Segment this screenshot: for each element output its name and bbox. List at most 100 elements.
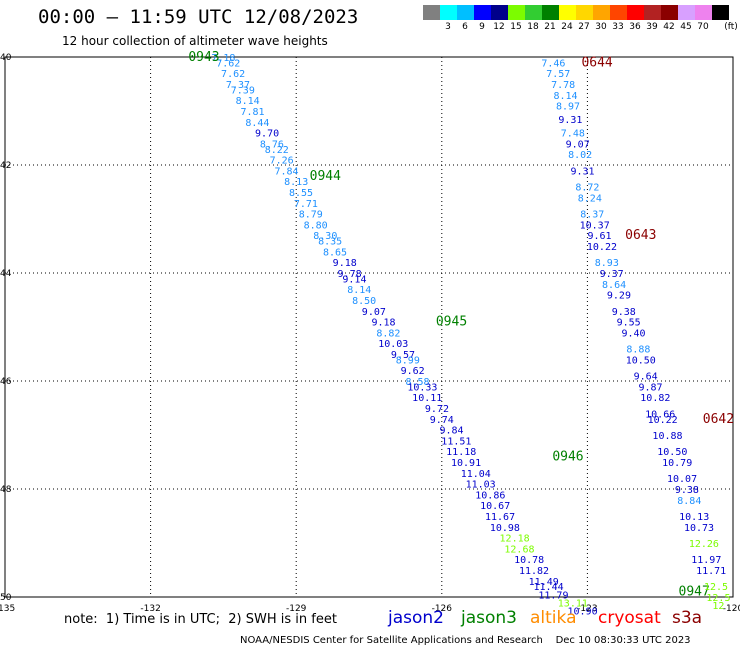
wave-height-value: 8.65	[323, 247, 347, 258]
colorbar-label: 42	[663, 22, 675, 32]
colorbar-label: 24	[561, 22, 573, 32]
wave-height-value: 10.88	[652, 431, 682, 442]
wave-height-value: 7.48	[561, 129, 585, 140]
satellite-jason3: jason3	[461, 608, 517, 628]
colorbar-swatch	[423, 5, 440, 20]
wave-height-value: 8.80	[304, 220, 328, 231]
x-tick-label: -135	[0, 604, 15, 614]
satellite-altika: altika	[530, 608, 577, 628]
colorbar-label: 9	[479, 22, 485, 32]
chart-subtitle: 12 hour collection of altimeter wave hei…	[62, 34, 328, 48]
wave-height-value: 10.11	[412, 393, 442, 404]
wave-height-value: 10.22	[648, 415, 678, 426]
wave-height-value: 12	[712, 601, 724, 612]
colorbar-swatch	[525, 5, 542, 20]
pass-time-label: 0943	[188, 50, 219, 65]
wave-height-value: 12.5	[704, 582, 728, 593]
wave-height-value: 10.50	[657, 447, 687, 458]
wave-height-value: 8.02	[568, 150, 592, 161]
wave-height-value: 9.87	[638, 382, 662, 393]
wave-height-value: 11.82	[519, 566, 549, 577]
wave-height-value: 11.51	[441, 436, 471, 447]
wave-height-value: 11.04	[461, 469, 491, 480]
colorbar-swatch	[627, 5, 644, 20]
wave-height-value: 11.18	[446, 447, 476, 458]
pass-time-label: 0644	[581, 55, 612, 70]
wave-height-value: 9.31	[558, 115, 582, 126]
colorbar-swatch	[661, 5, 678, 20]
colorbar-unit: (ft)	[724, 22, 738, 32]
pass-time-label: 0946	[552, 450, 583, 465]
wave-height-value: 8.13	[284, 177, 308, 188]
wave-height-value: 7.57	[546, 69, 570, 80]
colorbar-label: 21	[544, 22, 556, 32]
wave-height-value: 11.97	[691, 555, 721, 566]
wave-height-value: 8.55	[289, 188, 313, 199]
wave-height-value: 9.61	[587, 231, 611, 242]
satellite-cryosat: cryosat	[598, 608, 661, 628]
wave-height-value: 8.82	[376, 328, 400, 339]
wave-height-value: 10.03	[378, 339, 408, 350]
pass-time-label: 0945	[436, 315, 467, 330]
satellite-jason2: jason2	[388, 608, 444, 628]
wave-height-value: 8.14	[236, 96, 260, 107]
wave-height-value: 10.37	[580, 220, 610, 231]
colorbar-swatch	[593, 5, 610, 20]
pass-time-label: 0643	[625, 228, 656, 243]
wave-height-value: 9.74	[430, 415, 454, 426]
x-tick-label: -120	[723, 604, 740, 614]
wave-height-value: 10.67	[480, 501, 510, 512]
y-tick-label: 48	[0, 485, 12, 495]
wave-height-value: 7.39	[231, 85, 255, 96]
wave-height-value: 8.88	[626, 345, 650, 356]
wave-height-value: 10.79	[662, 458, 692, 469]
wave-height-value: 8.37	[580, 210, 604, 221]
wave-height-value: 10.13	[679, 512, 709, 523]
wave-height-value: 8.76	[260, 139, 284, 150]
colorbar-label: 6	[462, 22, 468, 32]
wave-height-value: 9.07	[566, 139, 590, 150]
wave-height-value: 8.97	[556, 102, 580, 113]
wave-height-value: 10.73	[684, 523, 714, 534]
wave-height-value: 11.49	[529, 577, 559, 588]
wave-height-value: 8.24	[578, 193, 602, 204]
wave-height-value: 8.50	[352, 296, 376, 307]
wave-height-value: 9.70	[255, 129, 279, 140]
satellite-s3a: s3a	[672, 608, 703, 628]
pass-time-label: 0944	[310, 169, 341, 184]
wave-height-value: 7.26	[270, 156, 294, 167]
wave-height-value: 7.46	[541, 58, 565, 69]
wave-height-value: 11.44	[534, 582, 564, 593]
x-tick-label: -123	[577, 604, 597, 614]
wave-height-value: 10.98	[490, 523, 520, 534]
wave-height-value: 9.18	[333, 258, 357, 269]
colorbar-swatch	[440, 5, 457, 20]
colorbar-label: 12	[493, 22, 505, 32]
x-tick-label: -132	[140, 604, 160, 614]
wave-height-value: 9.37	[600, 269, 624, 280]
wave-height-value: 12.18	[500, 534, 530, 545]
colorbar-label: 39	[646, 22, 658, 32]
wave-height-value: 7.71	[294, 199, 318, 210]
wave-height-value: 9.18	[372, 318, 396, 329]
wave-height-value: 8.58	[405, 377, 429, 388]
colorbar-swatch	[474, 5, 491, 20]
colorbar-label: 27	[578, 22, 590, 32]
colorbar-label: 70	[697, 22, 709, 32]
y-tick-label: 40	[0, 53, 12, 63]
wave-height-value: 8.14	[554, 91, 578, 102]
pass-time-label: 0947	[679, 585, 710, 600]
colorbar-label: 36	[629, 22, 641, 32]
wave-height-value: 7.78	[551, 80, 575, 91]
wave-height-value: 8.30	[313, 231, 337, 242]
wave-height-value: 7.37	[226, 80, 250, 91]
colorbar-swatch	[508, 5, 525, 20]
y-tick-label: 46	[0, 377, 12, 387]
colorbar-label: 15	[510, 22, 522, 32]
wave-height-value: 8.99	[396, 355, 420, 366]
wave-height-value: 11.03	[466, 480, 496, 491]
wave-height-value: 9.55	[617, 318, 641, 329]
wave-height-value: 9.14	[342, 274, 366, 285]
wave-height-value: 10.66	[645, 409, 675, 420]
